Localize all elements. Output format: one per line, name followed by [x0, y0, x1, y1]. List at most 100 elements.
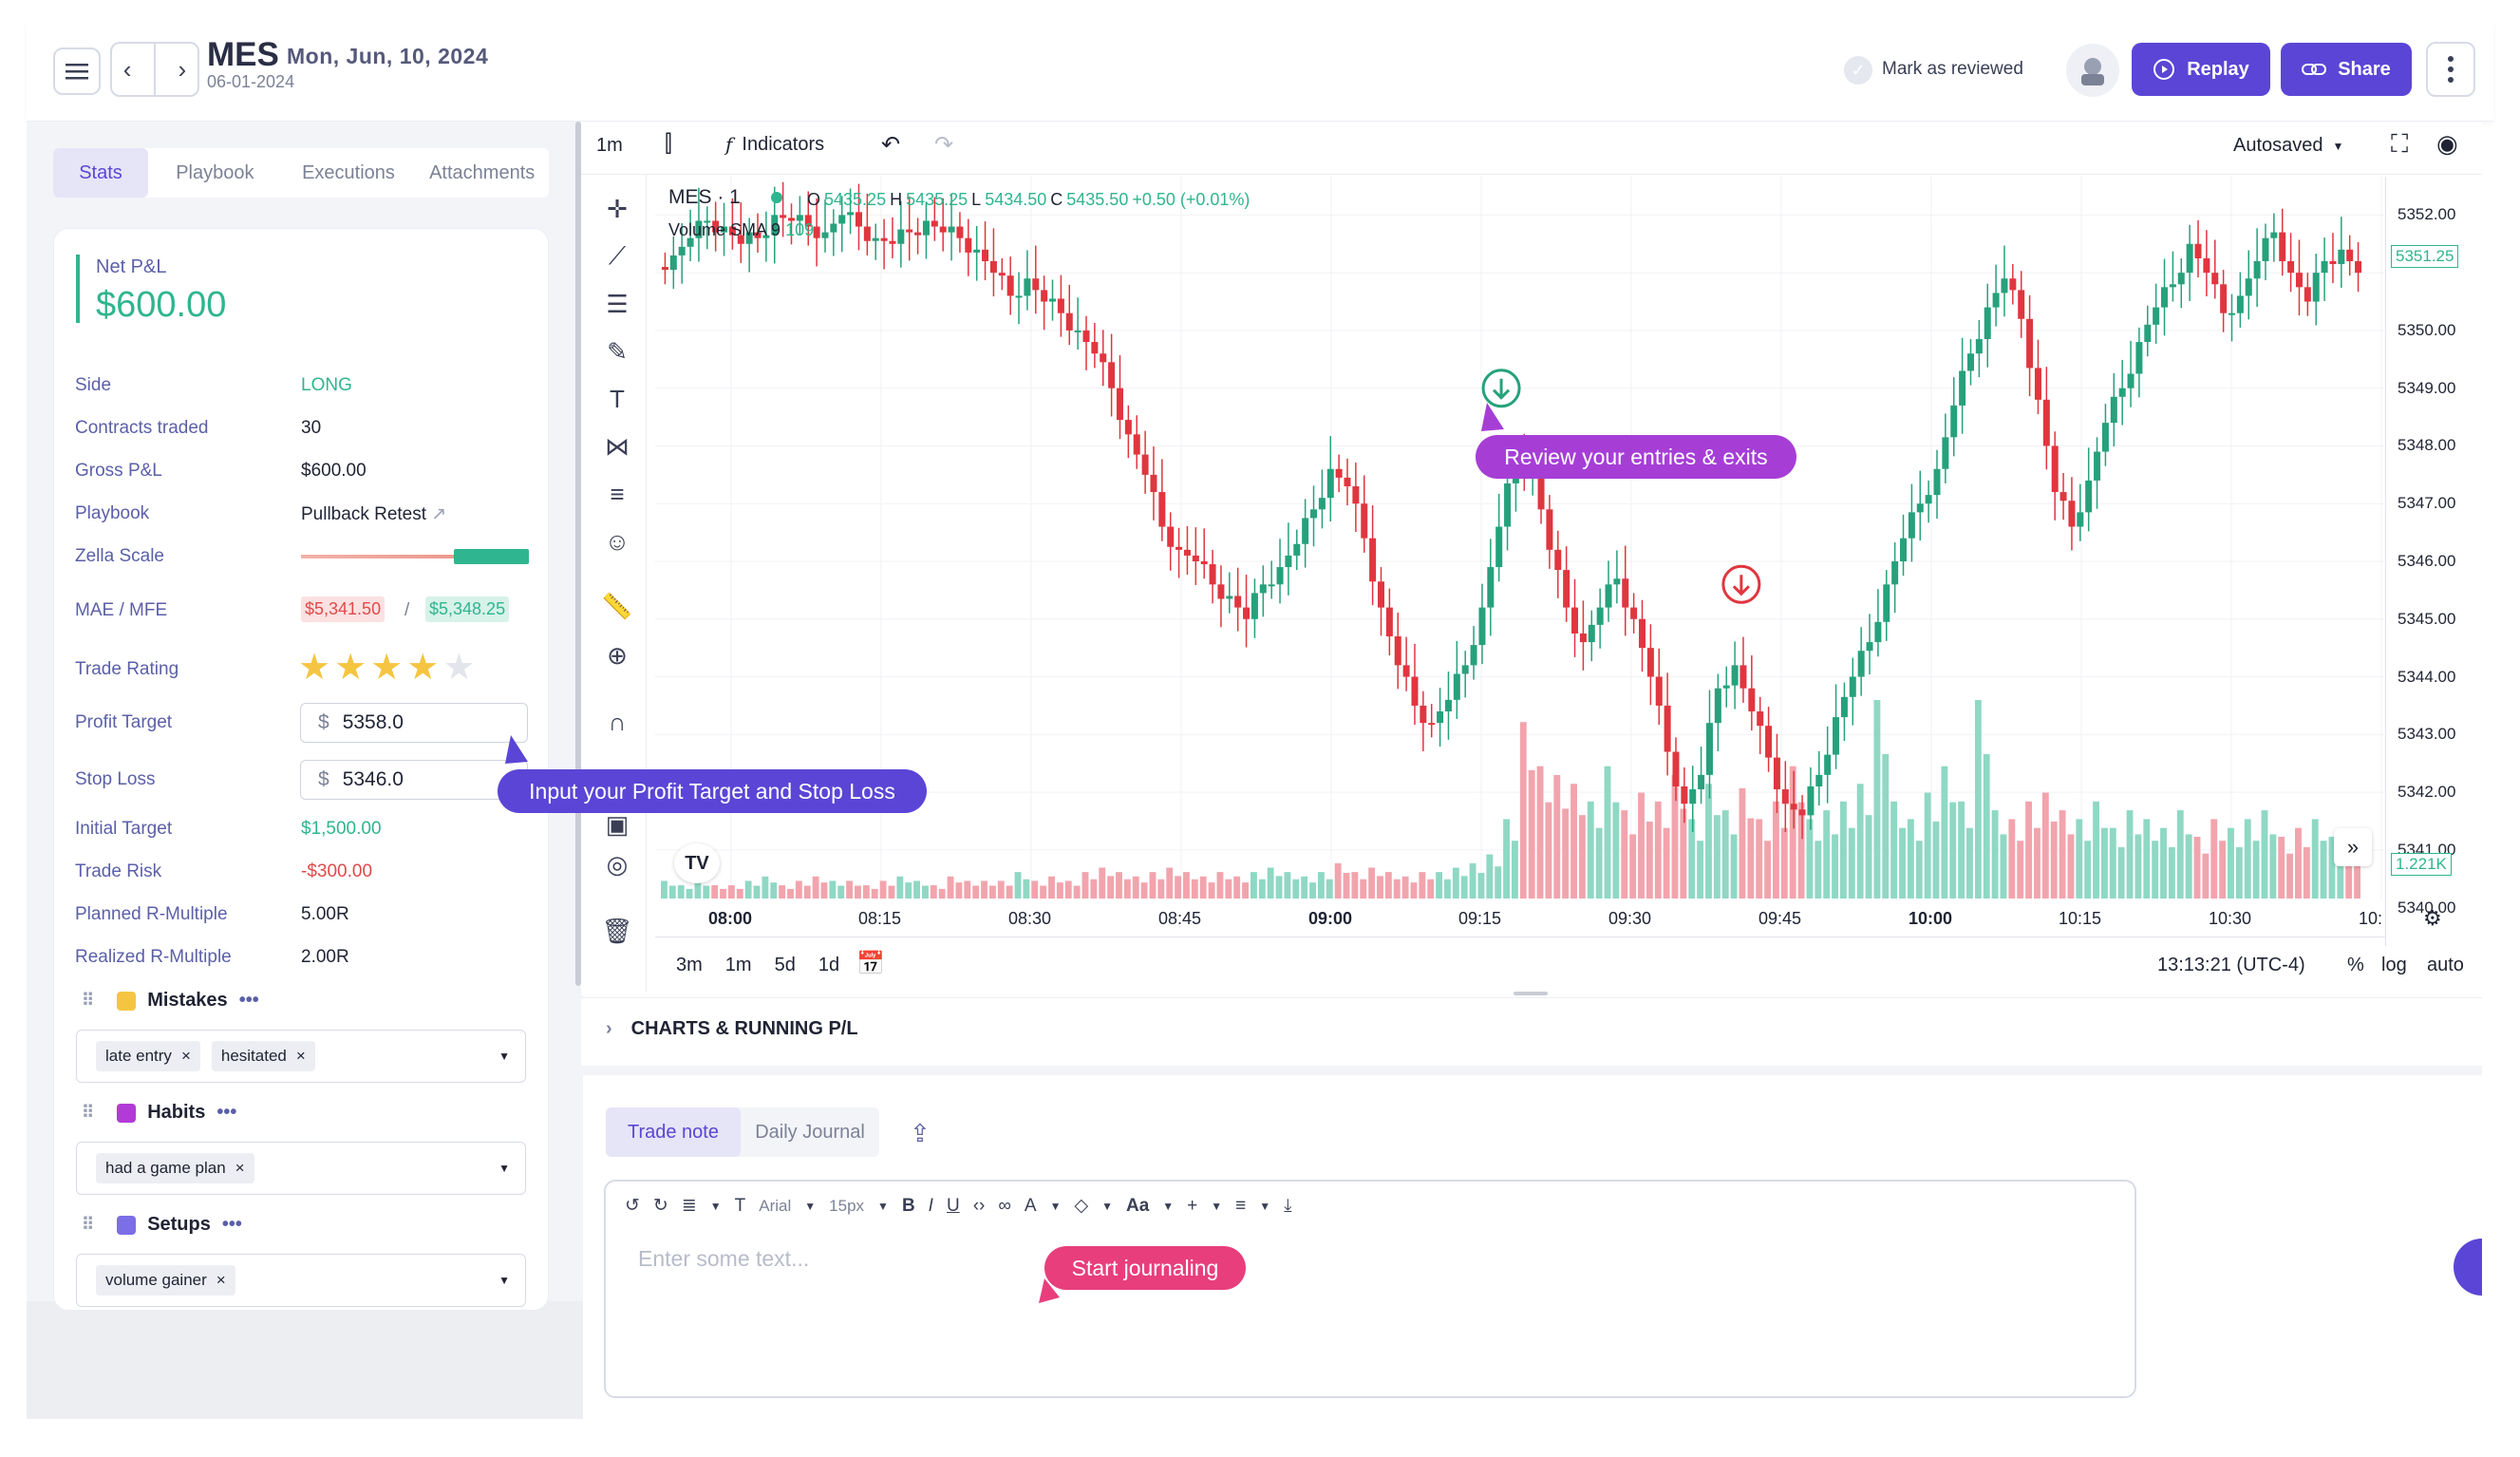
italic-icon[interactable]: I [928, 1195, 933, 1216]
stop-loss-input[interactable]: $5346.0 [300, 760, 528, 800]
trendline-icon[interactable]: ⟋ [608, 241, 627, 270]
panel-scrollbar[interactable] [575, 122, 581, 986]
bold-icon[interactable]: B [901, 1195, 915, 1216]
crosshair-icon[interactable]: ✛ [607, 194, 628, 223]
tab-attachments[interactable]: Attachments [429, 161, 536, 183]
star-icon[interactable]: ★ [442, 648, 476, 688]
caret-down-icon[interactable]: ▼ [498, 1050, 510, 1063]
drag-handle-icon[interactable]: ⠿ [82, 991, 94, 1010]
chevron-down-icon[interactable]: ▼ [1259, 1199, 1271, 1213]
font-family-select[interactable]: Arial [759, 1196, 792, 1215]
text-size-icon[interactable]: Aa [1125, 1195, 1150, 1216]
auto-scale-toggle[interactable]: auto [2427, 955, 2464, 975]
star-icon[interactable]: ★ [298, 648, 331, 688]
lock-icon[interactable]: ▣ [605, 809, 630, 839]
trade-rating-stars[interactable]: ★ ★ ★ ★ ★ [298, 646, 475, 689]
code-icon[interactable]: ‹› [972, 1195, 986, 1216]
habits-select[interactable]: had a game plan × ▼ [76, 1142, 526, 1195]
fullscreen-icon[interactable]: ⛶ [2391, 129, 2409, 158]
star-icon[interactable]: ★ [370, 648, 404, 688]
playbook-link[interactable]: Pullback Retest [301, 504, 427, 524]
tab-daily-journal[interactable]: Daily Journal [755, 1121, 865, 1143]
percent-scale-toggle[interactable]: % [2347, 955, 2364, 975]
tab-stats[interactable]: Stats [53, 148, 148, 198]
remove-icon[interactable]: × [180, 1047, 191, 1065]
range-5d[interactable]: 5d [774, 955, 796, 975]
star-icon[interactable]: ★ [406, 648, 440, 688]
editor-placeholder[interactable]: Enter some text... [638, 1246, 810, 1271]
trash-icon[interactable]: 🗑 [601, 916, 633, 945]
pattern-icon[interactable]: ⋈ [605, 431, 630, 461]
chevron-right-icon[interactable]: › [178, 54, 187, 84]
underline-icon[interactable]: U [946, 1195, 960, 1216]
buy-marker-icon[interactable] [1481, 369, 1521, 408]
indicators-button[interactable]: f Indicators [725, 133, 824, 156]
caret-down-icon[interactable]: ▼ [498, 1162, 510, 1175]
remove-icon[interactable]: × [295, 1047, 306, 1065]
text-color-icon[interactable]: A [1024, 1195, 1037, 1216]
undo-icon[interactable]: ↺ [625, 1196, 640, 1216]
check-icon[interactable]: ✓ [1844, 56, 1872, 85]
sell-marker-icon[interactable] [1721, 564, 1761, 604]
chevron-down-icon[interactable]: ▼ [804, 1199, 817, 1213]
avatar[interactable] [2066, 44, 2119, 97]
insert-icon[interactable]: + [1187, 1195, 1198, 1216]
settings-gear-icon[interactable]: ⚙ [2423, 906, 2442, 930]
setups-select[interactable]: volume gainer × ▼ [76, 1254, 526, 1307]
note-editor[interactable] [604, 1180, 2136, 1398]
highlight-icon[interactable]: ◇ [1074, 1196, 1089, 1216]
log-scale-toggle[interactable]: log [2381, 955, 2407, 975]
price-chart[interactable] [655, 177, 2385, 902]
chevron-down-icon[interactable]: ▼ [1049, 1199, 1062, 1213]
chat-widget[interactable] [2454, 1239, 2482, 1296]
interval-selector[interactable]: 1m [596, 135, 623, 156]
zoom-in-icon[interactable]: ⊕ [607, 640, 628, 670]
tab-playbook[interactable]: Playbook [176, 161, 254, 183]
resize-handle[interactable] [1514, 992, 1548, 995]
chevron-down-icon[interactable]: ▼ [1162, 1199, 1175, 1213]
star-icon[interactable]: ★ [334, 648, 367, 688]
chevron-down-icon[interactable]: ▼ [1211, 1199, 1223, 1213]
more-icon[interactable]: ••• [216, 1102, 237, 1123]
replay-button[interactable]: Replay [2132, 43, 2270, 96]
autosaved-dropdown[interactable]: Autosaved ▼ [2233, 135, 2343, 157]
mark-reviewed-label[interactable]: Mark as reviewed [1882, 59, 2023, 79]
eye-icon[interactable]: ◎ [606, 849, 629, 879]
redo-icon[interactable]: ↻ [652, 1196, 668, 1216]
playbook-value[interactable]: Pullback Retest ↗ [301, 503, 446, 525]
redo-icon[interactable]: ↷ [934, 132, 954, 158]
range-1d[interactable]: 1d [818, 955, 840, 975]
charts-pnl-toggle[interactable]: › CHARTS & RUNNING P/L [606, 1018, 858, 1040]
remove-icon[interactable]: × [216, 1271, 226, 1289]
tab-executions[interactable]: Executions [302, 161, 395, 183]
font-size-select[interactable]: 15px [829, 1196, 865, 1215]
measure-lines-icon[interactable]: ≡ [610, 479, 625, 508]
more-icon[interactable]: ••• [238, 990, 259, 1011]
magnet-icon[interactable]: ∩ [608, 707, 627, 736]
chevron-down-icon[interactable]: ▼ [877, 1199, 889, 1213]
chevron-down-icon[interactable]: ▼ [709, 1199, 722, 1213]
more-options-button[interactable] [2426, 42, 2475, 97]
emoji-icon[interactable]: ☺ [604, 526, 630, 556]
candle-type-icon[interactable]: ⫿ [665, 131, 672, 157]
chevron-down-icon[interactable]: ▼ [1101, 1199, 1113, 1213]
mistakes-select[interactable]: late entry × hesitated × ▼ [76, 1030, 526, 1083]
text-icon[interactable]: T [610, 384, 625, 413]
chevron-left-icon[interactable]: ‹ [122, 54, 132, 84]
ruler-icon[interactable]: 📏 [601, 591, 633, 620]
drag-handle-icon[interactable]: ⠿ [82, 1103, 94, 1122]
more-icon[interactable]: ••• [221, 1214, 242, 1235]
undo-icon[interactable]: ↶ [881, 132, 901, 158]
horizontal-lines-icon[interactable]: ☰ [606, 289, 629, 318]
caret-down-icon[interactable]: ▼ [498, 1274, 510, 1287]
scroll-right-icon[interactable]: » [2334, 828, 2372, 866]
upload-icon[interactable]: ⇪ [910, 1119, 931, 1147]
calendar-range-icon[interactable]: 📅 [856, 951, 885, 976]
download-icon[interactable]: ⤓ [1284, 1195, 1292, 1216]
camera-icon[interactable]: ◉ [2436, 129, 2458, 158]
profit-target-input[interactable]: $5358.0 [300, 703, 528, 743]
range-1m[interactable]: 1m [724, 955, 752, 975]
link-icon[interactable]: ∞ [998, 1195, 1011, 1216]
tradingview-logo[interactable]: TV [674, 843, 720, 883]
range-3m[interactable]: 3m [676, 955, 703, 975]
